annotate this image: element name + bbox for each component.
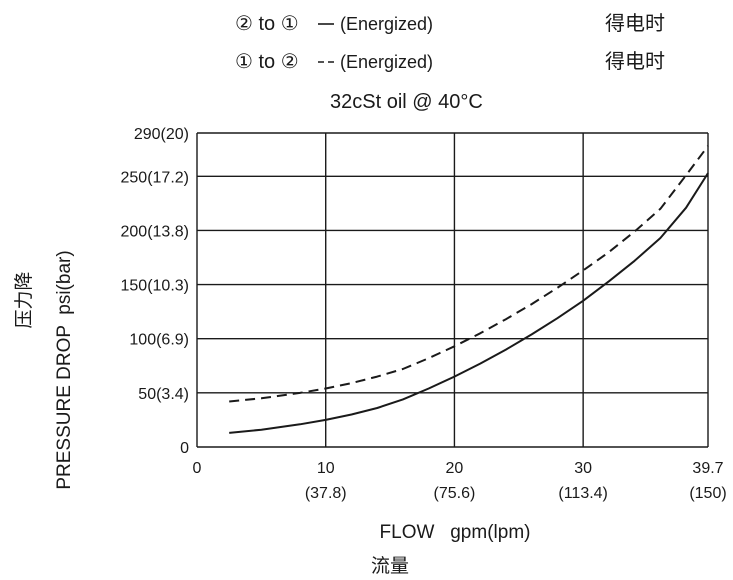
x-axis-label-cn: 流量: [371, 555, 409, 577]
x-tick-sublabel: (113.4): [558, 485, 608, 502]
x-tick-label: 39.7: [692, 460, 723, 477]
x-tick-label: 0: [193, 460, 202, 477]
series-group: [229, 145, 709, 434]
x-axis-ticks: 0 10 (37.8) 20 (75.6) 30 (113.4) 39.7 (150): [193, 460, 727, 502]
x-tick-label: 20: [446, 460, 464, 477]
x-tick-label: 10: [317, 460, 335, 477]
x-tick-label: 30: [574, 460, 592, 477]
x-tick-sublabel: (75.6): [434, 485, 476, 502]
y-tick-label: 250(17.2): [121, 169, 190, 186]
y-axis-label-cn: 压力降: [13, 271, 35, 328]
legend-condition: 32cSt oil @ 40°C: [330, 91, 483, 113]
y-tick-label: 50(3.4): [138, 386, 189, 403]
y-tick-label: 100(6.9): [129, 332, 189, 349]
y-tick-label: 0: [180, 440, 189, 457]
legend-entry-1-symbols: ② to ①: [235, 13, 299, 35]
series-line-solid: [229, 172, 709, 434]
legend-entry-2-label: (Energized): [340, 52, 433, 72]
y-tick-label: 200(13.8): [121, 223, 190, 240]
legend: ② to ① (Energized) 得电时 ① to ② (Energized…: [235, 12, 665, 113]
legend-entry-2-note-cn: 得电时: [605, 50, 665, 73]
y-axis-label: PRESSURE DROP psi(bar): [54, 250, 75, 489]
legend-entry-1-note-cn: 得电时: [605, 12, 665, 35]
grid: [196, 132, 709, 448]
legend-entry-1-label: (Energized): [340, 14, 433, 34]
y-tick-label: 290(20): [134, 126, 189, 143]
x-axis-label: FLOW gpm(lpm): [380, 522, 531, 543]
x-tick-sublabel: (150): [689, 485, 726, 502]
x-tick-sublabel: (37.8): [305, 485, 347, 502]
y-axis-ticks: 0 50(3.4) 100(6.9) 150(10.3) 200(13.8) 250(17…: [121, 126, 190, 457]
series-line-dashed: [229, 145, 709, 403]
legend-entry-2-symbols: ① to ②: [235, 51, 299, 73]
y-tick-label: 150(10.3): [121, 278, 190, 295]
